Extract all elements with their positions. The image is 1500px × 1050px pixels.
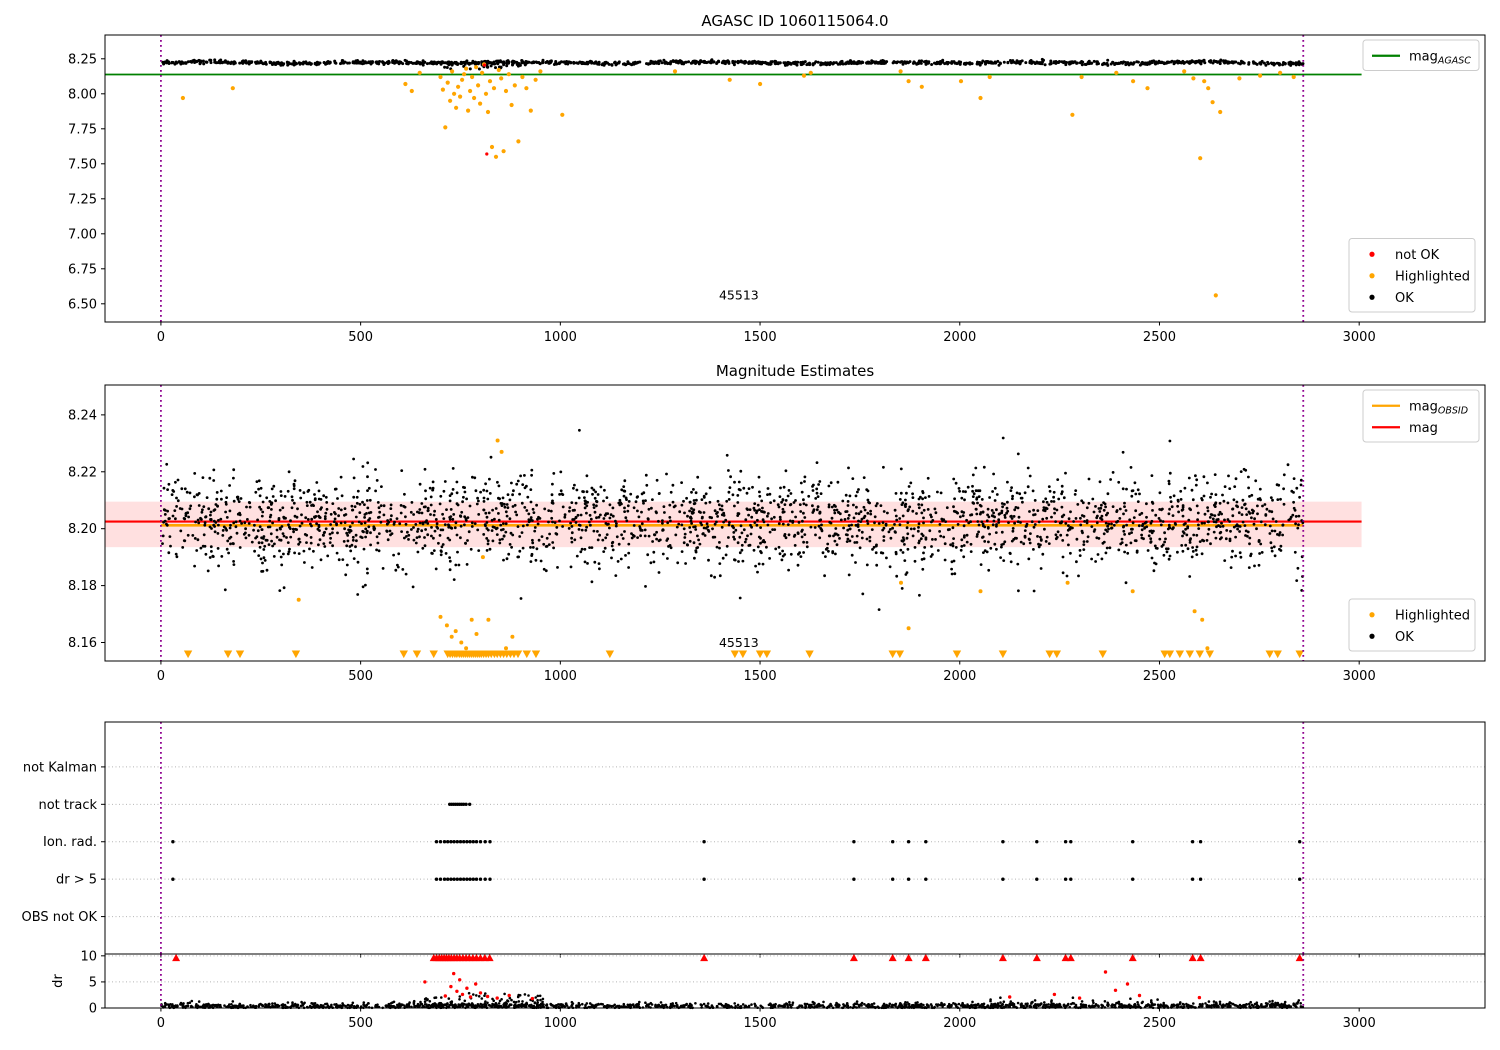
- ytick-label: not track: [38, 798, 97, 813]
- flag-row-points: [448, 802, 472, 806]
- xtick-label: 0: [157, 330, 165, 345]
- ytick-label: 0: [89, 1002, 97, 1017]
- ytick-label: 8.16: [68, 636, 97, 651]
- legend-marker: [1369, 273, 1375, 279]
- xtick-label: 2000: [943, 1016, 976, 1031]
- xtick-label: 0: [157, 669, 165, 684]
- ytick-label: not Kalman: [23, 760, 97, 775]
- plot-title: Magnitude Estimates: [716, 362, 874, 380]
- ytick-label: dr > 5: [56, 873, 97, 888]
- xtick-label: 1500: [744, 669, 777, 684]
- ytick-label: 8.22: [68, 465, 97, 480]
- xtick-label: 500: [348, 1016, 373, 1031]
- xtick-label: 1000: [544, 330, 577, 345]
- legend-box: [1362, 39, 1480, 71]
- legend: magOBSID mag: [1362, 389, 1480, 443]
- xtick-label: 2500: [1143, 330, 1176, 345]
- legend-box: [1348, 598, 1476, 652]
- legend-marker: [1369, 633, 1375, 639]
- legend-label: mag: [1409, 421, 1438, 436]
- xtick-label: 3000: [1343, 669, 1376, 684]
- flag-row-points: [171, 840, 1302, 844]
- ytick-label: Ion. rad.: [43, 835, 97, 850]
- xtick-label: 2500: [1143, 1016, 1176, 1031]
- xtick-label: 1500: [744, 1016, 777, 1031]
- ytick-label: 7.25: [68, 192, 97, 207]
- legend: magAGASC: [1362, 39, 1480, 71]
- legend: Highlighted OK: [1348, 598, 1476, 652]
- scatter-ok-scatter: [161, 428, 1305, 611]
- xtick-label: 3000: [1343, 330, 1376, 345]
- legend-label: OK: [1395, 630, 1414, 645]
- ytick-label: 8.25: [68, 52, 97, 67]
- ytick-label: OBS not OK: [22, 910, 98, 925]
- legend-label: not OK: [1395, 248, 1440, 263]
- legend-marker: [1369, 251, 1375, 257]
- xtick-label: 500: [348, 669, 373, 684]
- axes-dr-plot: 0 5 10 0 500 1000 1500 2000 2500 3000 dr: [51, 949, 1486, 1031]
- axes-frame: [104, 721, 1486, 955]
- legend-marker: [1369, 612, 1375, 618]
- legend-label: magOBSID: [1409, 399, 1468, 416]
- legend-label: Highlighted: [1395, 608, 1470, 623]
- axes-frame: [104, 34, 1486, 323]
- ytick-label: 7.50: [68, 157, 97, 172]
- markers-dr-clipped-high: [172, 953, 1304, 962]
- xtick-label: 1500: [744, 330, 777, 345]
- legend: not OK Highlighted OK: [1348, 238, 1476, 313]
- xtick-label: 2000: [943, 330, 976, 345]
- scatter-not-ok: [482, 63, 489, 156]
- flag-row-points: [171, 877, 1302, 881]
- xtick-label: 1000: [544, 669, 577, 684]
- ytick-label: 8.18: [68, 579, 97, 594]
- axes-flags-plot: not Kalman not track Ion. rad. dr > 5 OBS no…: [22, 721, 1486, 958]
- legend-box: [1348, 238, 1476, 313]
- axes-frame: [104, 953, 1486, 1009]
- legend-label: Highlighted: [1395, 269, 1470, 284]
- legend-marker: [1369, 294, 1375, 300]
- xtick-label: 2500: [1143, 669, 1176, 684]
- ytick-label: 6.50: [68, 297, 97, 312]
- scatter-highlighted: [180, 62, 1296, 298]
- xtick-label: 2000: [943, 669, 976, 684]
- plot-title: AGASC ID 1060115064.0: [701, 12, 888, 30]
- scatter-ok-band: [161, 57, 1305, 67]
- scatter-dr-not-ok: [423, 970, 1202, 1001]
- scatter-ok-dip: [436, 60, 527, 71]
- xtick-label: 3000: [1343, 1016, 1376, 1031]
- legend-label: magAGASC: [1409, 49, 1471, 66]
- xtick-label: 500: [348, 330, 373, 345]
- xtick-label: 1000: [544, 1016, 577, 1031]
- markers-highlighted-clipped-low: [183, 650, 1304, 659]
- ytick-label: 8.00: [68, 87, 97, 102]
- ytick-label: 8.24: [68, 408, 97, 423]
- ytick-label: 7.75: [68, 122, 97, 137]
- scatter-dr-ok-bump3: [1207, 999, 1302, 1009]
- ytick-label: 6.75: [68, 262, 97, 277]
- obsid-annotation: 45513: [719, 635, 759, 650]
- ytick-label: 5: [89, 975, 97, 990]
- axes-magnitude-estimates-plot: 8.16 8.18 8.20 8.22 8.24 0 500 1000 1500 2000 2500…: [68, 362, 1486, 684]
- axes-top-mag-plot: 6.50 6.75 7.00 7.25 7.50 7.75 8.00 8.25 0 500 1000…: [68, 12, 1486, 345]
- legend-box: [1362, 389, 1480, 443]
- obsid-annotation: 45513: [719, 288, 759, 303]
- y-axis-label: dr: [51, 974, 66, 988]
- xtick-label: 0: [157, 1016, 165, 1031]
- ytick-label: 8.20: [68, 522, 97, 537]
- scatter-highlighted: [296, 438, 1210, 651]
- ytick-label: 7.00: [68, 227, 97, 242]
- ytick-label: 10: [80, 949, 97, 964]
- legend-label: OK: [1395, 291, 1414, 306]
- axes-frame: [104, 384, 1486, 662]
